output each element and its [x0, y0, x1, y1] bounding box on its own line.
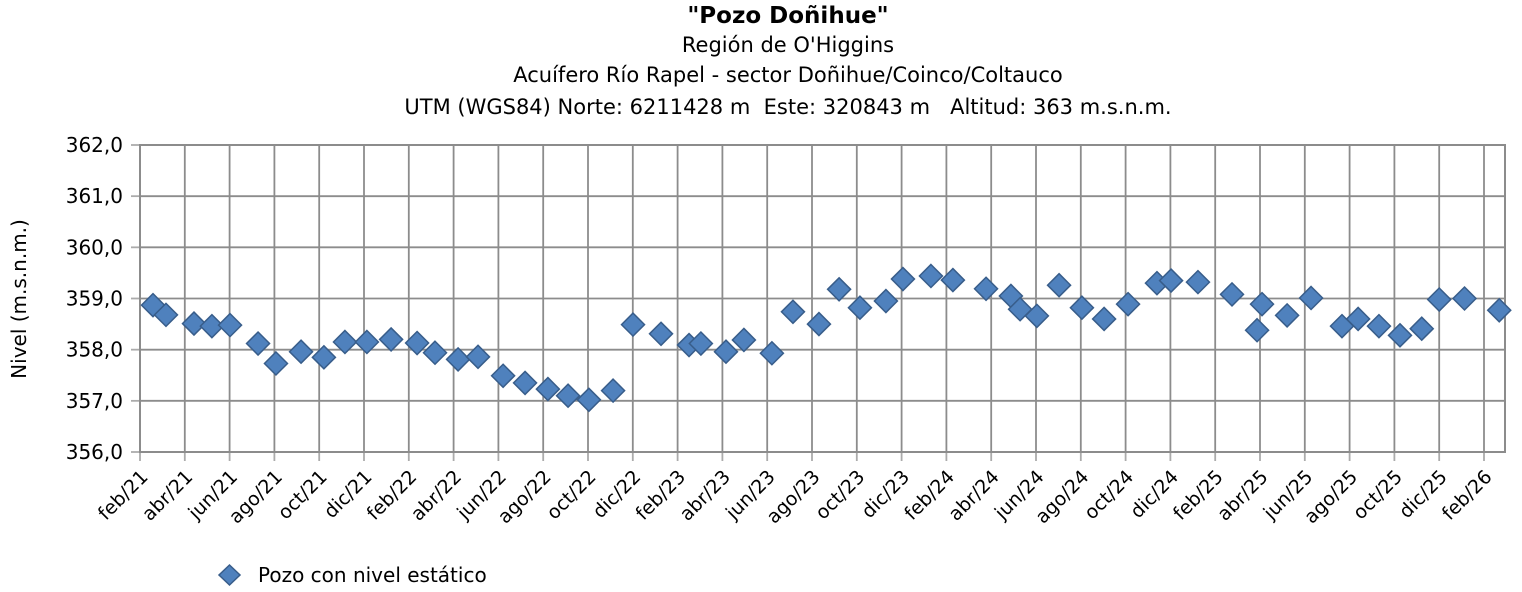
- data-point-marker: [973, 276, 999, 302]
- chart-subtitle-utm: UTM (WGS84) Norte: 6211428 m Este: 32084…: [404, 95, 1172, 119]
- data-point-marker: [1451, 285, 1478, 312]
- data-point-marker: [445, 346, 471, 372]
- data-point-marker: [1244, 317, 1270, 343]
- data-point-marker: [1409, 316, 1435, 342]
- y-tick-label: 357,0: [66, 389, 123, 413]
- data-point-marker: [1185, 269, 1211, 295]
- data-point-marker: [1024, 303, 1050, 329]
- x-tick-label: oct/24: [1080, 466, 1138, 524]
- data-point-marker: [940, 267, 966, 293]
- data-point-marker: [1007, 296, 1033, 322]
- x-tick-label: oct/25: [1349, 466, 1407, 524]
- y-tick-label: 360,0: [66, 235, 123, 259]
- x-tick-label: abr/25: [1213, 466, 1272, 525]
- chart-title: "Pozo Doñihue": [687, 3, 889, 29]
- data-point-marker: [918, 263, 944, 289]
- data-point-marker: [1158, 268, 1184, 294]
- data-point-marker: [1486, 297, 1512, 323]
- data-point-marker: [826, 276, 852, 302]
- data-point-marker: [217, 312, 243, 338]
- data-point-marker: [731, 327, 757, 353]
- data-point-marker: [535, 376, 561, 402]
- data-point-marker: [713, 339, 739, 365]
- data-point-marker: [1219, 281, 1245, 307]
- data-point-marker: [404, 330, 430, 356]
- x-tick-label: abr/22: [407, 466, 466, 525]
- x-tick-label: oct/23: [811, 466, 869, 524]
- data-point-marker: [847, 295, 873, 321]
- data-point-marker: [620, 312, 646, 338]
- y-axis-title: Nivel (m.s.n.m.): [7, 219, 31, 379]
- x-tick-label: oct/21: [274, 466, 332, 524]
- x-tick-label: oct/22: [542, 466, 600, 524]
- y-tick-label: 361,0: [66, 184, 123, 208]
- data-point-marker: [465, 344, 491, 370]
- y-tick-label: 356,0: [66, 440, 123, 464]
- data-point-marker: [1091, 306, 1117, 332]
- x-tick-label: abr/23: [675, 466, 734, 525]
- data-point-marker: [1345, 306, 1371, 332]
- y-tick-label: 362,0: [66, 133, 123, 157]
- data-point-marker: [1387, 322, 1413, 348]
- data-point-marker: [1115, 291, 1141, 317]
- data-point-marker: [1046, 272, 1072, 298]
- data-point-marker: [311, 344, 337, 370]
- data-point-marker: [890, 266, 916, 292]
- plot-border: [139, 144, 1506, 453]
- x-tick-label: feb/26: [1438, 466, 1497, 525]
- y-tick-label: 358,0: [66, 338, 123, 362]
- legend-label: Pozo con nivel estático: [258, 563, 487, 587]
- data-point-marker: [576, 387, 602, 413]
- chart-subtitle-aquifer: Acuífero Río Rapel - sector Doñihue/Coin…: [513, 63, 1063, 87]
- data-point-marker: [1069, 295, 1095, 321]
- x-tick-label: abr/24: [944, 466, 1003, 525]
- data-point-marker: [140, 292, 166, 318]
- y-tick-label: 359,0: [66, 287, 123, 311]
- data-point-marker: [1274, 302, 1300, 328]
- data-point-marker: [555, 383, 581, 409]
- data-point-marker: [354, 329, 380, 355]
- data-point-marker: [648, 321, 674, 347]
- data-point-marker: [1298, 285, 1324, 311]
- data-point-marker: [422, 340, 448, 366]
- data-point-marker: [600, 378, 626, 404]
- legend-diamond-icon: [217, 563, 242, 587]
- data-point-marker: [153, 302, 179, 328]
- data-point-marker: [1249, 291, 1275, 317]
- data-point-marker: [806, 311, 832, 337]
- data-point-marker: [332, 329, 358, 355]
- data-point-marker: [378, 326, 404, 352]
- data-point-marker: [780, 299, 806, 325]
- data-point-marker: [490, 363, 516, 389]
- data-point-marker: [181, 311, 207, 337]
- data-point-marker: [759, 340, 785, 366]
- data-point-marker: [199, 313, 225, 339]
- data-point-marker: [1366, 313, 1392, 339]
- data-point-marker: [288, 339, 314, 365]
- data-point-marker: [245, 330, 271, 357]
- data-point-marker: [688, 330, 714, 357]
- data-point-marker: [512, 370, 538, 396]
- data-point-marker: [263, 350, 289, 377]
- data-point-marker: [873, 288, 899, 314]
- data-point-marker: [1426, 286, 1452, 313]
- chart-legend: Pozo con nivel estático: [216, 563, 487, 587]
- x-tick-label: abr/21: [138, 466, 197, 525]
- chart-subtitle-region: Región de O'Higgins: [681, 33, 895, 57]
